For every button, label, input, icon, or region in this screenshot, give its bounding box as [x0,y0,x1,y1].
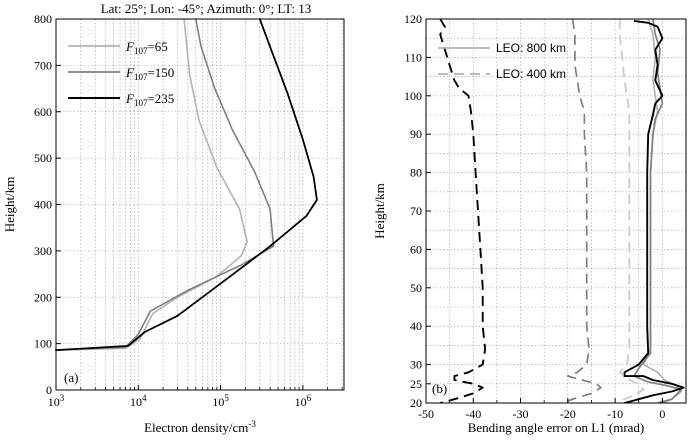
y-tick-label: 100 [404,89,422,103]
y-tick-label: 110 [404,50,422,64]
series-line-f107-235 [55,18,318,352]
legend-f: F [125,91,135,106]
y-tick-label: 40 [410,319,422,333]
series-line-f107-65 [55,18,248,351]
x-tick-label: 0 [659,407,665,421]
y-tick-label: 60 [410,242,422,256]
x-tick-exponent: 3 [60,393,65,403]
x-tick-label: 103 [48,393,65,409]
series-line-f107-150 [55,18,275,351]
x-tick-label: 104 [130,393,147,409]
x-tick-base: 10 [48,395,60,409]
y-tick-label: 90 [410,127,422,141]
y-tick-label: 0 [46,383,52,397]
panel-a-tag: (a) [64,370,78,385]
x-tick-exponent: 6 [307,393,312,403]
legend-f: F [125,39,135,54]
y-tick-label: 120 [404,12,422,26]
x-tick-base: 10 [212,395,224,409]
x-tick-label: -30 [513,407,529,421]
x-axis-label-exponent: -3 [248,419,256,429]
panel-a-electron-density: 103 104 105 1060100200300400500600700800Lat… [2,1,345,435]
series-line-dashed [562,19,602,403]
panel-a-title: Lat: 25°; Lon: -45°; Azimuth: 0°; LT: 13 [101,1,312,16]
x-tick-label: -10 [607,407,623,421]
x-tick-label: -40 [465,407,481,421]
x-tick-label: 106 [295,393,312,409]
y-axis-label: Height/km [2,177,17,233]
y-tick-label: 80 [410,166,422,180]
legend-label: LEO: 400 km [496,67,566,81]
y-tick-label: 800 [34,12,52,26]
x-axis-label-text: Electron density/cm [144,420,248,435]
panel-b-bending-angle-error: -50 -40 -30 -20 -10 0 20 25 30 40 50 60 70 80 90 100 110… [372,12,687,435]
legend-value: =235 [147,91,174,106]
legend-value: =150 [147,65,174,80]
series-line-dashed [618,19,645,402]
y-tick-label: 700 [34,58,52,72]
x-tick-base: 10 [295,395,307,409]
y-tick-label: 200 [34,290,52,304]
legend-value: =65 [147,39,167,54]
series-group [439,19,685,403]
y-tick-label: 400 [34,198,52,212]
y-tick-label: 50 [410,281,422,295]
legend-subscript: 107 [134,72,148,82]
x-axis-label: Bending angle error on L1 (mrad) [468,420,645,435]
x-tick-label: -20 [560,407,576,421]
y-axis-label: Height/km [372,183,387,239]
legend-subscript: 107 [134,46,148,56]
legend-f: F [125,65,135,80]
y-tick-label: 25 [410,377,422,391]
series-line-solid [623,19,685,403]
x-tick-exponent: 4 [142,393,147,403]
y-tick-label: 20 [410,396,422,410]
panel-b-tag: (b) [432,381,447,396]
legend: LEO: 800 km LEO: 400 km [438,41,566,81]
x-tick-exponent: 5 [224,393,229,403]
legend-label: F107=65 [125,39,168,56]
legend-label: F107=235 [125,91,174,108]
legend-label: LEO: 800 km [496,41,566,55]
y-tick-label: 100 [34,337,52,351]
y-tick-label: 600 [34,105,52,119]
y-tick-label: 70 [410,204,422,218]
legend-subscript: 107 [134,98,148,108]
legend-label: F107=150 [125,65,174,82]
x-axis-label: Electron density/cm-3 [144,419,256,435]
x-tick-label: 105 [212,393,229,409]
x-tick-label: -50 [418,407,434,421]
y-tick-label: 30 [410,358,422,372]
series-line-dashed [439,19,487,403]
y-tick-label: 500 [34,151,52,165]
y-tick-label: 300 [34,244,52,258]
x-tick-base: 10 [130,395,142,409]
series-line-solid [633,19,683,403]
